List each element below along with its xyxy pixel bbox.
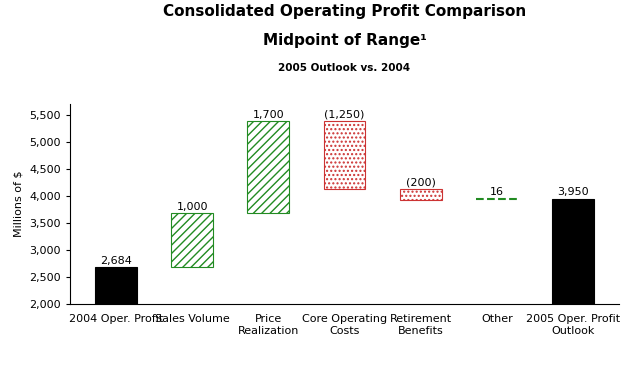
Bar xyxy=(400,189,441,200)
Text: 1,700: 1,700 xyxy=(253,110,284,119)
Text: Consolidated Operating Profit Comparison: Consolidated Operating Profit Comparison xyxy=(163,4,526,19)
Text: 2005 Outlook vs. 2004: 2005 Outlook vs. 2004 xyxy=(278,63,411,73)
Y-axis label: Millions of $: Millions of $ xyxy=(14,171,24,237)
Text: (1,250): (1,250) xyxy=(324,110,365,119)
Text: 1,000: 1,000 xyxy=(177,202,208,212)
Text: (200): (200) xyxy=(406,177,436,187)
Bar xyxy=(323,121,366,189)
Text: 16: 16 xyxy=(490,187,504,197)
Text: 3,950: 3,950 xyxy=(557,187,589,197)
Bar xyxy=(248,121,289,213)
Bar xyxy=(171,213,213,267)
Text: Midpoint of Range¹: Midpoint of Range¹ xyxy=(263,33,426,48)
Text: 2,684: 2,684 xyxy=(100,256,132,266)
Bar xyxy=(95,267,137,304)
Bar xyxy=(552,198,594,304)
